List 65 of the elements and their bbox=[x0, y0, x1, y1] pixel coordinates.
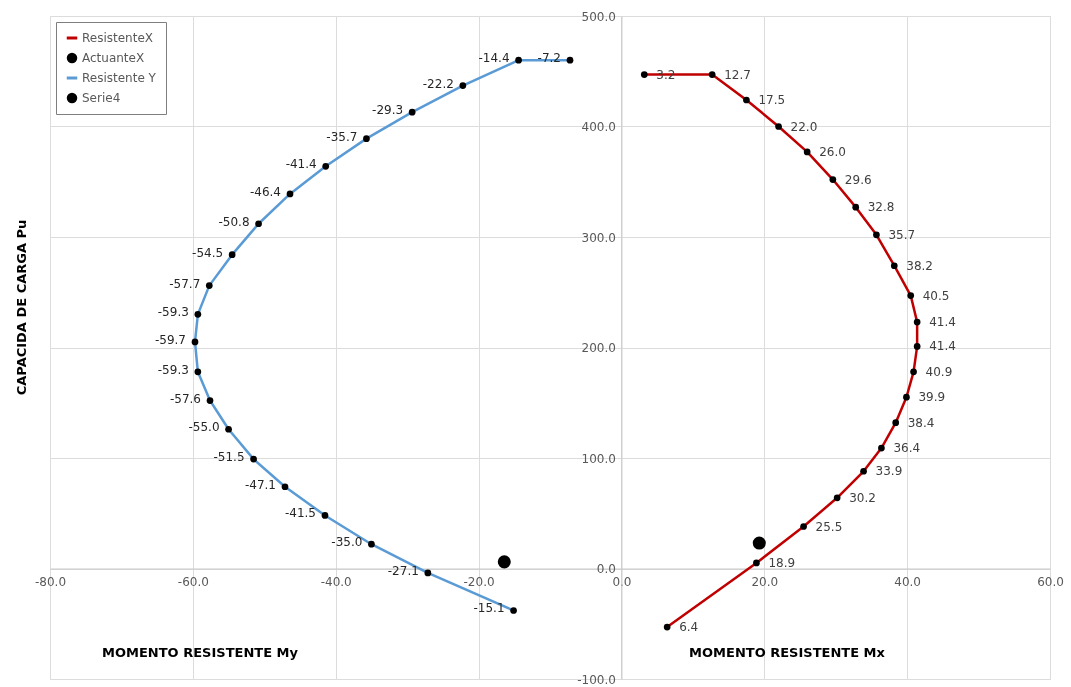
annotation: 40.5 bbox=[922, 288, 950, 303]
y-tick-label: 400.0 bbox=[581, 120, 616, 134]
annotation: 41.4 bbox=[929, 315, 956, 330]
annotation: -59.3 bbox=[157, 305, 189, 320]
point bbox=[752, 536, 766, 550]
annotation: -57.7 bbox=[169, 276, 201, 291]
annotation: 35.7 bbox=[888, 227, 916, 242]
annotation: MOMENTO RESISTENTE Mx bbox=[689, 645, 886, 660]
x-tick-label: -40.0 bbox=[320, 575, 352, 589]
annotation: -54.5 bbox=[192, 245, 224, 260]
annotation: -22.2 bbox=[422, 76, 454, 91]
annotation: -46.4 bbox=[249, 184, 281, 199]
annotation: 25.5 bbox=[815, 519, 843, 534]
x-tick-label: 0.0 bbox=[612, 575, 632, 589]
annotation: -59.3 bbox=[157, 362, 189, 377]
x-tick-label: -20.0 bbox=[463, 575, 495, 589]
x-tick-label: -60.0 bbox=[177, 575, 209, 589]
annotation: 3.2 bbox=[656, 67, 676, 82]
annotation: 30.2 bbox=[849, 490, 876, 505]
annotation: 38.4 bbox=[907, 415, 935, 430]
x-tick-label: 60.0 bbox=[1037, 575, 1064, 589]
annotation: 18.9 bbox=[768, 555, 796, 570]
legend-label: Serie4 bbox=[82, 91, 121, 105]
annotation: -15.1 bbox=[473, 601, 505, 616]
annotation: -35.7 bbox=[326, 129, 358, 144]
annotation: 38.2 bbox=[906, 258, 933, 273]
x-tick-label: 20.0 bbox=[751, 575, 779, 589]
y-tick-label: -100.0 bbox=[577, 672, 616, 687]
annotation: 22.0 bbox=[790, 119, 818, 134]
x-tick-label: 40.0 bbox=[894, 575, 921, 589]
annotation: 36.4 bbox=[893, 441, 921, 456]
y-tick-label: 300.0 bbox=[581, 230, 616, 245]
y-tick-label: 500.0 bbox=[581, 9, 616, 24]
annotation: -35.0 bbox=[331, 535, 363, 550]
legend-label: ResistenteX bbox=[82, 31, 154, 45]
annotation: 40.9 bbox=[925, 364, 953, 379]
annotation: -14.4 bbox=[478, 51, 510, 66]
y-tick-label: 100.0 bbox=[581, 451, 616, 466]
y-axis-title: CAPACIDA DE CARGA Pu bbox=[14, 219, 29, 396]
x-tick-label: -80.0 bbox=[34, 575, 67, 589]
y-tick-label: 0.0 bbox=[596, 562, 616, 576]
annotation: -59.7 bbox=[154, 332, 186, 347]
annotation: -47.1 bbox=[244, 477, 276, 492]
legend-label: ActuanteX bbox=[82, 51, 145, 65]
point bbox=[497, 555, 511, 569]
annotation: -41.4 bbox=[285, 157, 317, 172]
annotation: 39.9 bbox=[918, 390, 946, 405]
annotation: MOMENTO RESISTENTE My bbox=[102, 645, 299, 660]
annotation: 29.6 bbox=[844, 172, 872, 187]
annotation: 41.4 bbox=[929, 339, 956, 354]
annotation: 6.4 bbox=[679, 620, 699, 635]
annotation: 33.9 bbox=[875, 464, 903, 479]
annotation: -27.1 bbox=[387, 563, 419, 578]
annotation: -41.5 bbox=[284, 506, 316, 521]
annotation: -57.6 bbox=[169, 391, 201, 406]
annotation: -55.0 bbox=[188, 420, 220, 435]
annotation: -51.5 bbox=[213, 450, 245, 465]
annotation: -50.8 bbox=[218, 214, 250, 229]
annotation: 26.0 bbox=[819, 144, 846, 159]
y-tick-label: 200.0 bbox=[581, 341, 616, 355]
annotation: -29.3 bbox=[372, 103, 404, 118]
annotation: 32.8 bbox=[867, 200, 895, 215]
annotation: 17.5 bbox=[758, 92, 786, 107]
annotation: 12.7 bbox=[724, 67, 751, 82]
legend-label: Resistente Y bbox=[82, 71, 157, 85]
